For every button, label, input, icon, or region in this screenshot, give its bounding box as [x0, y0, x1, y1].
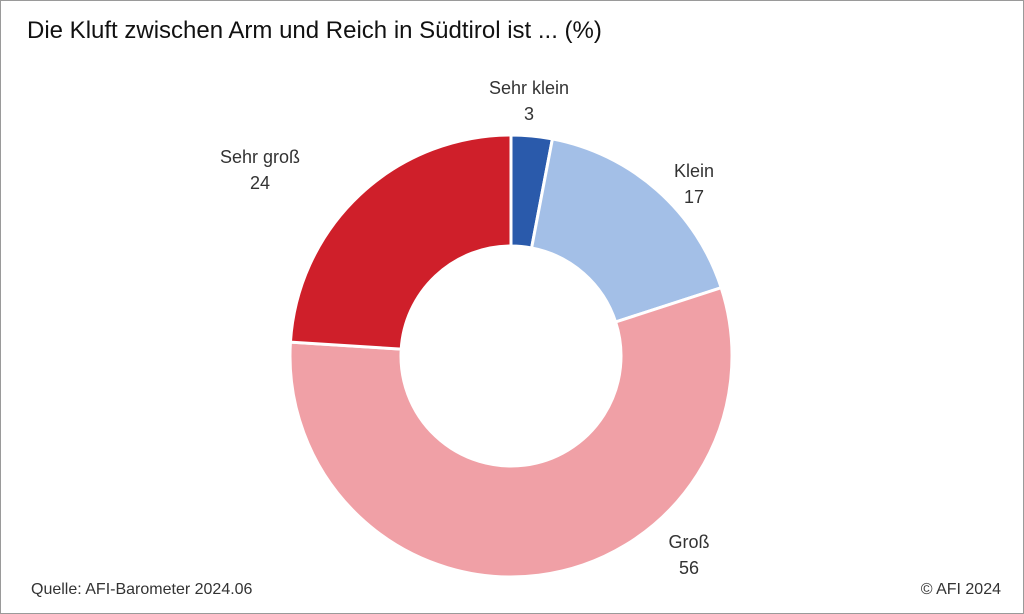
slice-value-sehr-gross: 24	[250, 173, 270, 193]
slice-label-gross: Groß	[668, 532, 709, 552]
slice-value-klein: 17	[684, 187, 704, 207]
chart-title: Die Kluft zwischen Arm und Reich in Südt…	[27, 17, 602, 44]
donut-slices	[288, 133, 734, 579]
slice-label-sehr-klein: Sehr klein	[489, 78, 569, 98]
slice-value-sehr-klein: 3	[524, 104, 534, 124]
slice-gross	[288, 285, 734, 579]
slice-label-klein: Klein	[674, 161, 714, 181]
slice-klein	[529, 137, 724, 324]
copyright-note: © AFI 2024	[920, 581, 1001, 598]
slice-label-sehr-gross: Sehr groß	[220, 147, 300, 167]
slice-sehr-gross	[288, 133, 513, 351]
slice-value-gross: 56	[679, 558, 699, 578]
source-note: Quelle: AFI-Barometer 2024.06	[31, 581, 253, 598]
